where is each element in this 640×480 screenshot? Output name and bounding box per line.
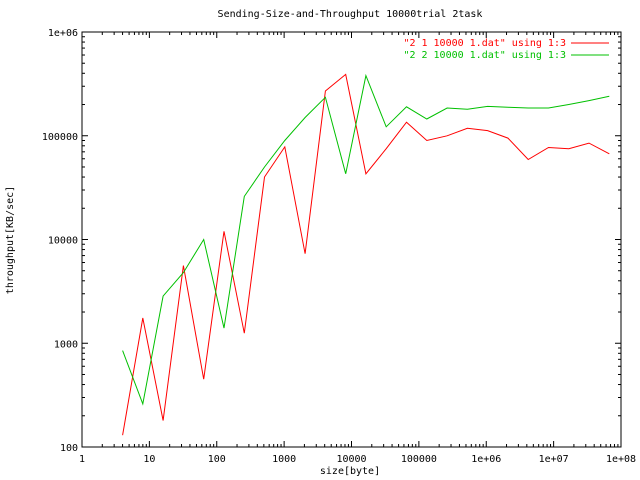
x-tick-label: 1e+06: [471, 454, 501, 465]
y-tick-label: 100000: [42, 132, 78, 143]
legend-label-1: "2 1 10000 1.dat" using 1:3: [403, 38, 566, 49]
x-tick-label: 1: [79, 454, 85, 465]
series-line-1: [122, 73, 610, 436]
x-tick-label: 10000: [336, 454, 366, 465]
x-tick-label: 10: [143, 454, 155, 465]
x-tick-label: 1e+08: [606, 454, 636, 465]
legend-label-2: "2 2 10000 1.dat" using 1:3: [403, 50, 566, 61]
y-tick-label: 100: [60, 443, 78, 454]
axis-ticks: 1 10 100 1000 10000 100000 1e+06 1e+07 1e+08 100 1…: [42, 28, 636, 465]
series-line-2: [122, 73, 610, 406]
y-tick-label: 1e+06: [48, 28, 78, 39]
x-axis-label: size[byte]: [320, 466, 380, 477]
y-tick-label: 10000: [48, 236, 78, 247]
chart-title: Sending-Size-and-Throughput 10000trial 2…: [218, 9, 483, 20]
y-axis-label: throughput[KB/sec]: [5, 186, 16, 294]
x-tick-label: 1e+07: [539, 454, 569, 465]
x-tick-label: 100000: [401, 454, 437, 465]
x-tick-label: 1000: [272, 454, 296, 465]
x-tick-label: 100: [208, 454, 226, 465]
series-lines: [122, 73, 610, 436]
y-tick-label: 1000: [54, 339, 78, 350]
legend: "2 1 10000 1.dat" using 1:3"2 2 10000 1.…: [403, 38, 609, 61]
